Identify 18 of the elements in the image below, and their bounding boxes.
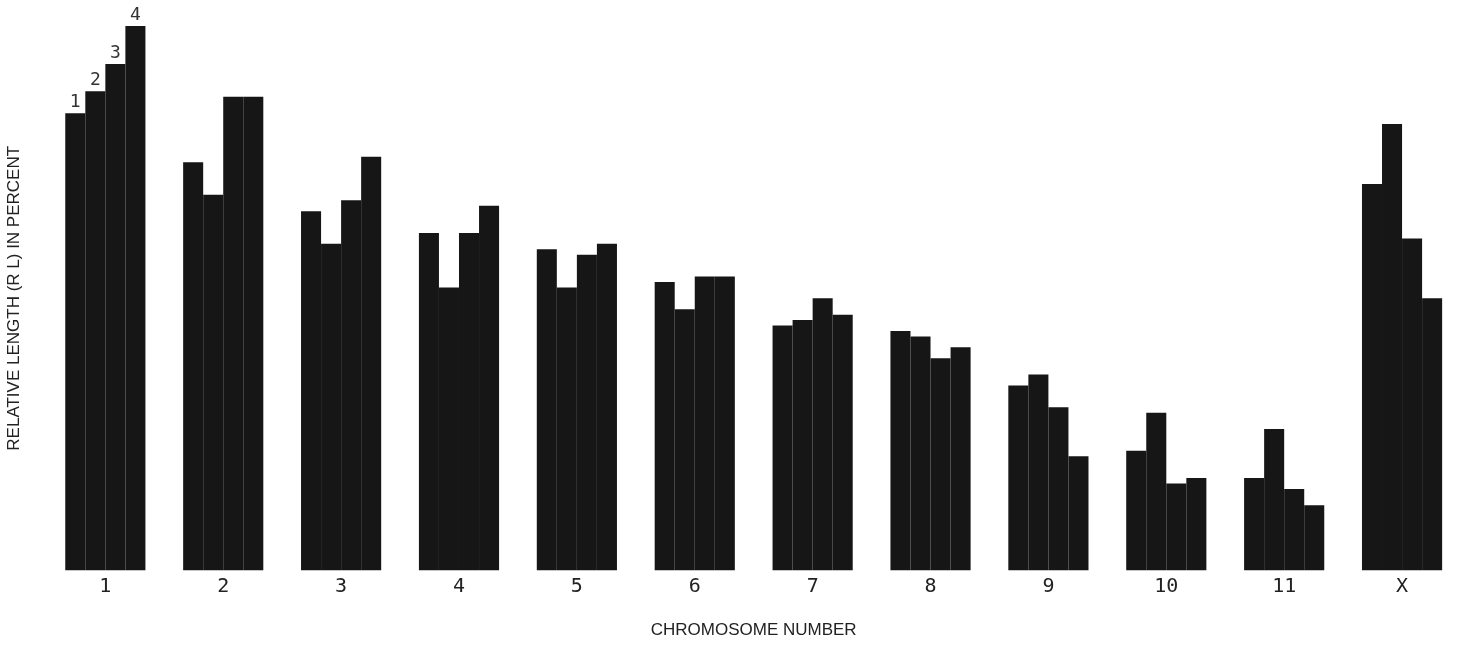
x-tick-label: 3 bbox=[335, 572, 348, 597]
series-label: 4 bbox=[129, 2, 141, 24]
x-tick-label: 6 bbox=[688, 572, 701, 597]
x-tick-label: 9 bbox=[1042, 572, 1055, 597]
x-tick-label: 5 bbox=[570, 572, 583, 597]
x-tick-label: X bbox=[1396, 572, 1409, 597]
x-tick-label: 7 bbox=[806, 572, 819, 597]
y-axis-title: RELATIVE LENGTH (R L) IN PERCENT bbox=[3, 145, 23, 451]
x-tick-label: 10 bbox=[1154, 572, 1179, 597]
x-tick-label: 8 bbox=[924, 572, 937, 597]
x-axis-title: CHROMOSOME NUMBER bbox=[650, 620, 857, 640]
series-label: 2 bbox=[89, 68, 101, 90]
series-label: 3 bbox=[109, 40, 121, 62]
x-tick-label: 1 bbox=[99, 572, 112, 597]
x-tick-label: 4 bbox=[452, 572, 466, 597]
x-tick-label: 2 bbox=[217, 572, 230, 597]
series-label: 1 bbox=[69, 89, 81, 111]
x-tick-label: 11 bbox=[1272, 572, 1297, 597]
